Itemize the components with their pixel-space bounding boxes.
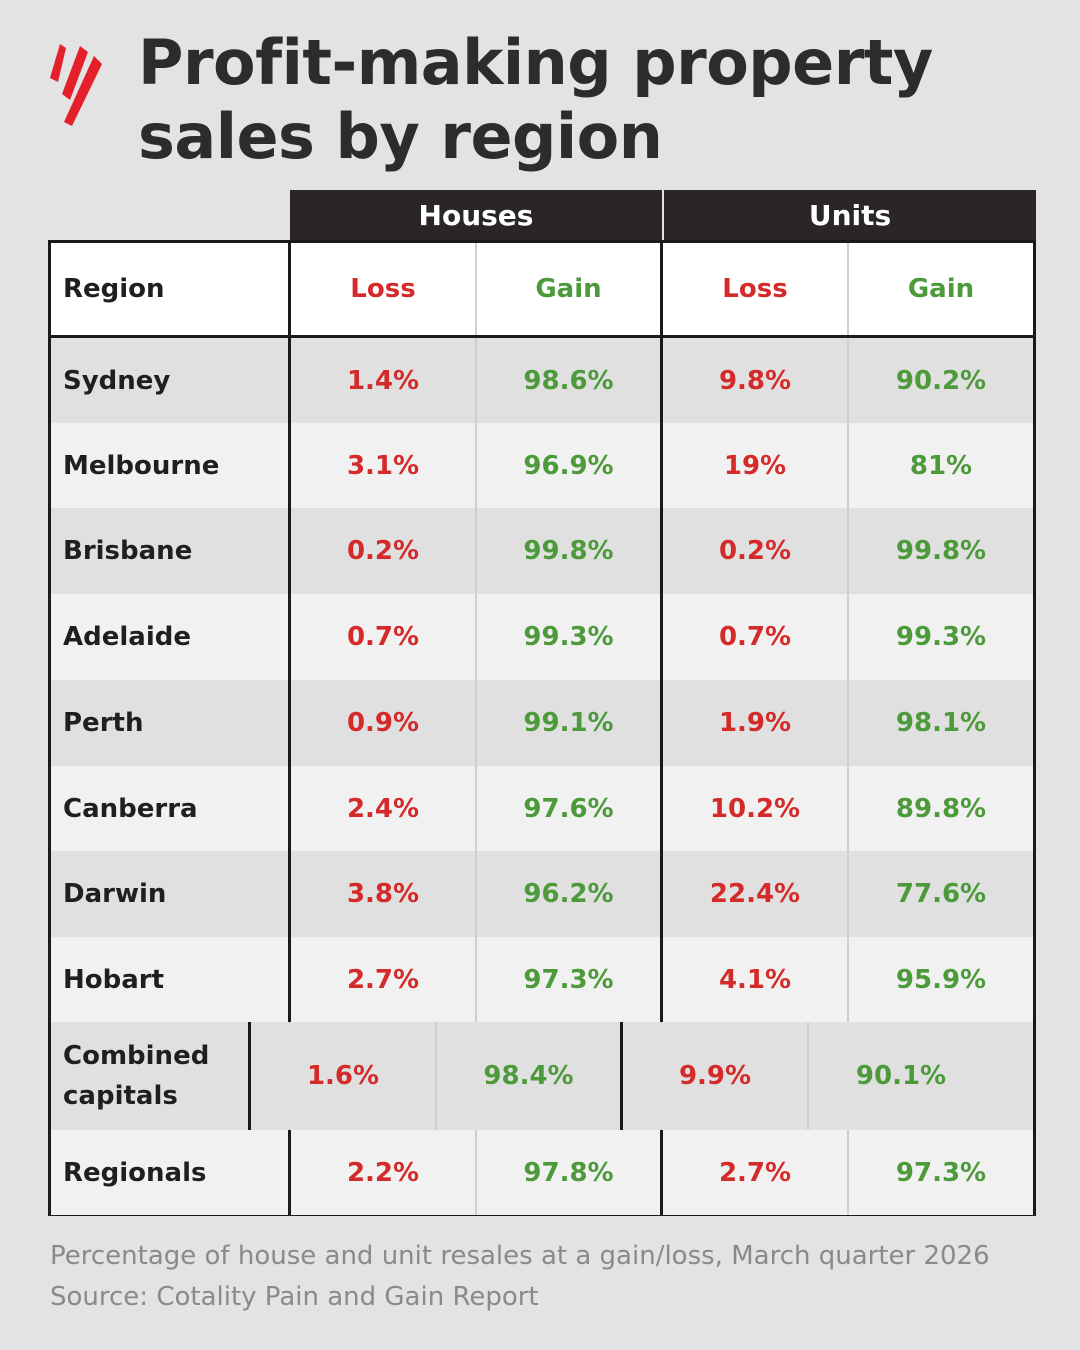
table-row: Melbourne 3.1% 96.9% 19% 81% [51,423,1033,510]
region-cell: Brisbane [51,508,291,594]
title-line-1: Profit-making property [138,26,933,99]
units-gain-cell: 97.3% [895,1157,987,1188]
units-loss-cell: 9.8% [663,338,849,423]
houses-loss-cell: 1.4% [291,338,477,423]
houses-loss-cell: 3.1% [291,423,477,508]
units-gain-cell: 77.6% [895,879,987,909]
houses-gain-cell: 99.1% [477,680,663,766]
units-loss-cell: 2.7% [663,1130,849,1215]
region-cell: Darwin [51,851,291,937]
sbs-logo-icon [50,44,102,126]
group-header-houses: Houses [290,190,662,240]
region-cell: Adelaide [51,594,291,680]
table-row: Darwin 3.8% 96.2% 22.4% 77.6% [51,851,1033,939]
units-loss-cell: 4.1% [663,937,849,1022]
region-cell: Sydney [51,338,291,423]
houses-gain-cell: 97.6% [477,766,663,851]
houses-loss-cell: 1.6% [251,1022,437,1130]
table-row: Combined capitals 1.6% 98.4% 9.9% 90.1% [51,1022,1033,1132]
group-header-units: Units [664,190,1036,240]
units-gain-cell: 95.9% [895,964,987,995]
region-cell: Hobart [51,937,291,1022]
footer: Percentage of house and unit resales at … [50,1236,1050,1318]
units-gain-cell: 98.1% [895,708,987,738]
table-row: Perth 0.9% 99.1% 1.9% 98.1% [51,680,1033,768]
region-cell: Combined capitals [51,1022,251,1130]
houses-loss-cell: 0.7% [291,594,477,680]
units-gain-cell: 90.2% [895,365,987,396]
column-header-units-loss: Loss [663,243,849,335]
table-row: Canberra 2.4% 97.6% 10.2% 89.8% [51,766,1033,853]
houses-loss-cell: 2.4% [291,766,477,851]
table-row: Sydney 1.4% 98.6% 9.8% 90.2% [51,338,1033,425]
units-gain-cell: 89.8% [895,793,987,824]
units-gain-cell: 99.3% [895,622,987,652]
column-header-houses-gain: Gain [477,243,663,335]
houses-gain-cell: 96.9% [477,423,663,508]
region-cell: Perth [51,680,291,766]
table-row: Hobart 2.7% 97.3% 4.1% 95.9% [51,937,1033,1024]
houses-gain-cell: 97.8% [477,1130,663,1215]
table-row: Regionals 2.2% 97.8% 2.7% 97.3% [51,1130,1033,1215]
houses-gain-cell: 98.6% [477,338,663,423]
houses-loss-cell: 3.8% [291,851,477,937]
table-row: Adelaide 0.7% 99.3% 0.7% 99.3% [51,594,1033,682]
houses-gain-cell: 98.4% [437,1022,623,1130]
data-table: Region Loss Gain Loss Gain Sydney 1.4% 98.… [48,240,1036,1216]
houses-gain-cell: 97.3% [477,937,663,1022]
units-loss-cell: 1.9% [663,680,849,766]
column-header-region: Region [51,243,291,335]
houses-loss-cell: 2.2% [291,1130,477,1215]
houses-loss-cell: 0.9% [291,680,477,766]
units-gain-cell: 99.8% [895,536,987,566]
houses-loss-cell: 2.7% [291,937,477,1022]
units-gain-cell: 81% [909,450,973,481]
title-line-2: sales by region [138,100,663,173]
units-loss-cell: 22.4% [663,851,849,937]
units-loss-cell: 0.7% [663,594,849,680]
column-header-houses-loss: Loss [291,243,477,335]
units-loss-cell: 19% [663,423,849,508]
houses-gain-cell: 96.2% [477,851,663,937]
region-cell: Canberra [51,766,291,851]
units-gain-cell: 90.1% [855,1061,947,1091]
column-header-row: Region Loss Gain Loss Gain [51,243,1033,338]
footer-source: Source: Cotality Pain and Gain Report [50,1282,539,1312]
houses-loss-cell: 0.2% [291,508,477,594]
column-header-units-gain: Gain [907,274,975,304]
units-loss-cell: 9.9% [623,1022,809,1130]
table-row: Brisbane 0.2% 99.8% 0.2% 99.8% [51,508,1033,596]
region-cell: Regionals [51,1130,291,1215]
houses-gain-cell: 99.8% [477,508,663,594]
page-title: Profit-making property sales by region [138,26,1038,174]
units-loss-cell: 0.2% [663,508,849,594]
units-loss-cell: 10.2% [663,766,849,851]
houses-gain-cell: 99.3% [477,594,663,680]
region-cell: Melbourne [51,423,291,508]
footer-caption: Percentage of house and unit resales at … [50,1241,990,1271]
